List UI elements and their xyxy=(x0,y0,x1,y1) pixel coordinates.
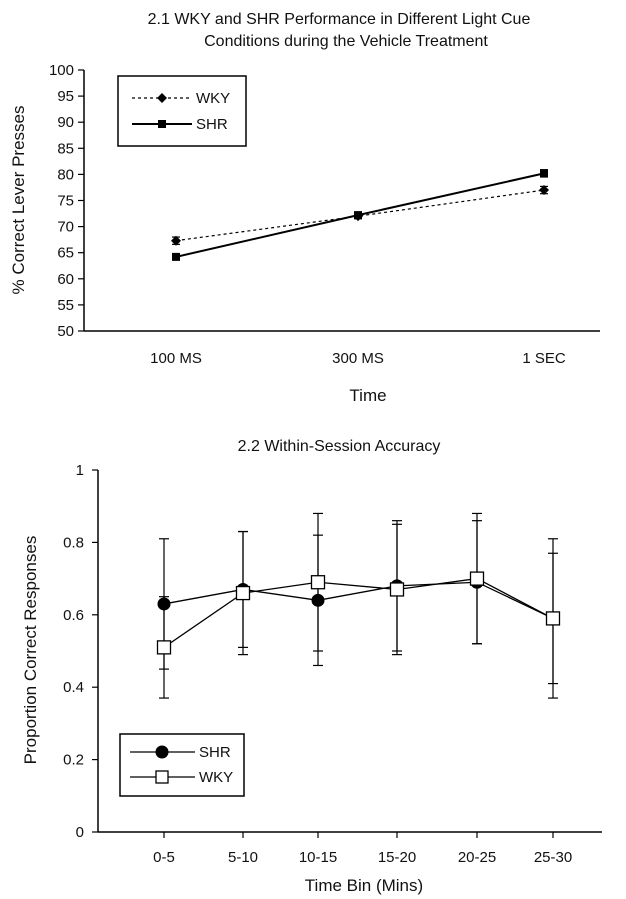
chart-top-point-wky xyxy=(539,185,549,196)
chart-top-ylabel: % Correct Lever Presses xyxy=(9,106,28,295)
legend-wky-label: WKY xyxy=(199,769,233,786)
chart-top-point-shr xyxy=(354,211,362,220)
legend-wky-square xyxy=(155,770,169,784)
chart-bottom-ylabel: Proportion Correct Responses xyxy=(21,536,40,765)
chart-top-ytick-label: 55 xyxy=(57,297,74,314)
chart-bottom-ytick-label: 0 xyxy=(76,824,84,841)
chart-top-tick-labels: 50 55 60 65 70 75 80 85 90 95 100 100 MS 300 MS 1 SEC xyxy=(49,62,566,367)
chart-bottom-ytick-label: 1 xyxy=(76,462,84,479)
chart-top-ytick-label: 60 xyxy=(57,271,74,288)
chart-top-ytick-label: 70 xyxy=(57,219,74,236)
chart-top-title: 2.1 WKY and SHR Performance in Different… xyxy=(148,11,531,28)
chart-bottom-series-line-wky xyxy=(163,577,554,648)
chart-bottom-point-wky xyxy=(389,582,405,597)
chart-bottom-point-wky xyxy=(469,571,485,586)
chart-bottom-point-wky xyxy=(310,575,326,590)
chart-bottom-xtick-label: 0-5 xyxy=(153,849,175,866)
chart-top-ytick-label: 50 xyxy=(57,323,74,340)
chart-top-ytick-label: 65 xyxy=(57,245,74,262)
legend-shr-square xyxy=(158,120,166,128)
chart-bottom-point-shr xyxy=(311,593,325,607)
chart-bottom-tick-labels: 0 0.2 0.4 0.6 0.8 1 0-5 5-10 10-15 15-20 20-25 25-3… xyxy=(63,462,572,866)
chart-top-ytick-label: 100 xyxy=(49,62,74,79)
chart-bottom-legend: SHR WKY xyxy=(119,733,245,797)
chart-top-legend: WKY SHR xyxy=(117,75,247,147)
chart-bottom-xtick-label: 25-30 xyxy=(534,849,572,866)
chart-bottom-series-line-shr xyxy=(163,581,554,620)
chart-top-point-shr xyxy=(540,169,548,178)
chart-bottom-point-wky xyxy=(156,640,172,655)
chart-top-ytick-label: 95 xyxy=(57,88,74,105)
chart-bottom-ytick-label: 0.4 xyxy=(63,679,84,696)
chart-top-xtick-label: 100 MS xyxy=(150,350,202,367)
chart-top-ytick-label: 90 xyxy=(57,114,74,131)
chart-bottom-ytick-label: 0.8 xyxy=(63,534,84,551)
legend-shr-label: SHR xyxy=(196,116,228,133)
chart-top-xtick-label: 300 MS xyxy=(332,350,384,367)
chart-top-axes xyxy=(78,69,600,332)
chart-top-point-shr xyxy=(172,252,180,261)
chart-bottom-xtick-label: 15-20 xyxy=(378,849,416,866)
legend-wky-label: WKY xyxy=(196,90,230,107)
chart-top-series-line-wky xyxy=(175,189,545,242)
chart-bottom-xtick-label: 10-15 xyxy=(299,849,337,866)
chart-bottom-ytick-label: 0.2 xyxy=(63,752,84,769)
chart-top-legend-box xyxy=(117,75,247,147)
chart-bottom: 2.2 Within-Session Accuracy 0 0.2 0.4 0.6 0.… xyxy=(21,438,602,895)
chart-bottom-point-wky xyxy=(545,611,561,626)
chart-bottom-legend-box xyxy=(119,733,245,797)
chart-top-xlabel: Time xyxy=(349,386,386,405)
legend-shr-label: SHR xyxy=(199,744,231,761)
chart-top-series xyxy=(171,169,549,261)
chart-bottom-title: 2.2 Within-Session Accuracy xyxy=(238,438,441,455)
chart-bottom-xtick-label: 5-10 xyxy=(228,849,258,866)
legend-shr-circle xyxy=(155,745,169,759)
chart-top-subtitle: Conditions during the Vehicle Treatment xyxy=(204,33,488,50)
chart-bottom-point-wky xyxy=(235,585,251,601)
chart-top-ytick-label: 75 xyxy=(57,193,74,210)
chart-top-point-wky xyxy=(171,235,181,246)
chart-top-ytick-label: 80 xyxy=(57,166,74,183)
chart-top-xtick-label: 1 SEC xyxy=(522,350,566,367)
chart-bottom-axes xyxy=(92,469,602,838)
chart-bottom-series xyxy=(156,512,561,699)
chart-bottom-xlabel: Time Bin (Mins) xyxy=(305,876,423,895)
chart-bottom-point-shr xyxy=(157,597,171,611)
legend-wky-diamond xyxy=(157,93,167,103)
chart-bottom-ytick-label: 0.6 xyxy=(63,607,84,624)
chart-top-ytick-label: 85 xyxy=(57,140,74,157)
chart-bottom-xtick-label: 20-25 xyxy=(458,849,496,866)
chart-top: 2.1 WKY and SHR Performance in Different… xyxy=(9,11,600,405)
